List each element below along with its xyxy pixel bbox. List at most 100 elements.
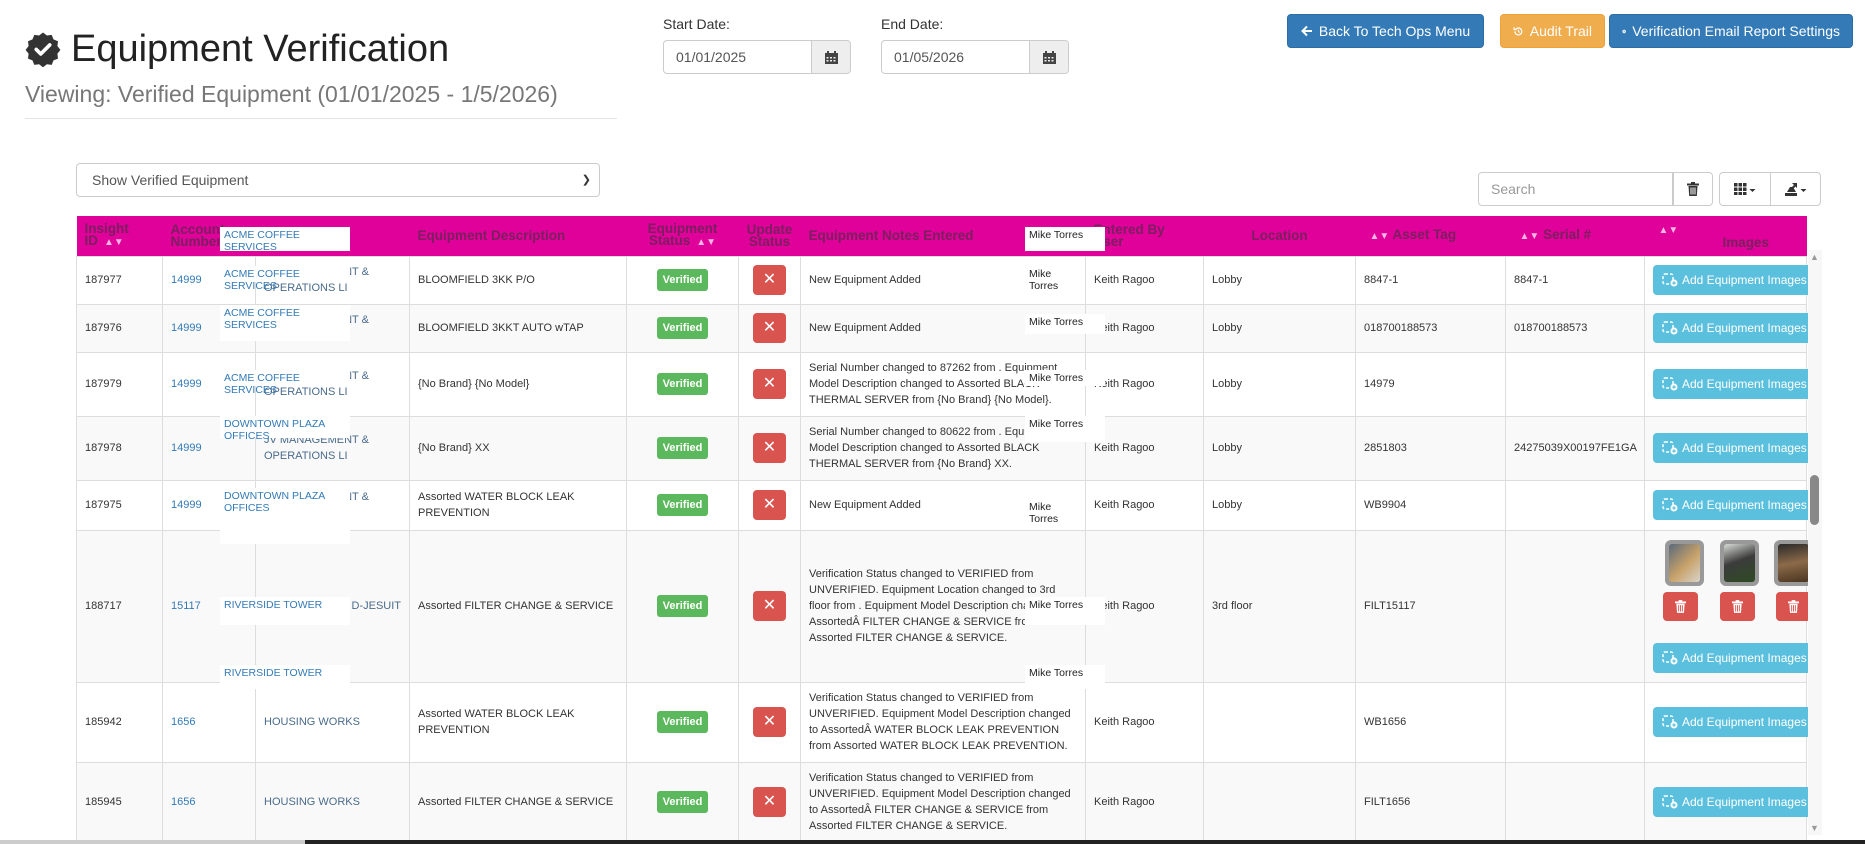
sort-icon[interactable]: ▲▼ bbox=[104, 236, 124, 248]
equipment-description: Assorted FILTER CHANGE & SERVICE bbox=[409, 761, 627, 843]
add-equipment-images-button[interactable]: Add Equipment Images bbox=[1653, 787, 1816, 817]
calendar-icon[interactable] bbox=[1029, 41, 1068, 73]
status-badge: Verified bbox=[656, 437, 709, 459]
account-number-link[interactable]: 14999 bbox=[171, 442, 202, 454]
serial-number bbox=[1505, 529, 1645, 683]
serial-number: 8847-1 bbox=[1505, 255, 1645, 305]
asset-tag: 2851803 bbox=[1355, 415, 1506, 481]
add-equipment-images-button[interactable]: Add Equipment Images bbox=[1653, 642, 1816, 673]
entered-by-user: Keith Ragoo bbox=[1085, 681, 1204, 763]
account-link[interactable]: HOUSING WORKS bbox=[264, 796, 360, 808]
unverify-button[interactable]: ✕ bbox=[753, 591, 786, 621]
add-equipment-images-button[interactable]: Add Equipment Images bbox=[1653, 490, 1816, 520]
account-overlay-label: DOWNTOWN PLAZA OFFICES bbox=[220, 488, 350, 544]
table-scrollbar[interactable]: ▲ ▼ bbox=[1808, 250, 1822, 835]
start-date-value[interactable]: 01/01/2025 bbox=[676, 49, 747, 65]
unverify-button[interactable]: ✕ bbox=[753, 433, 786, 463]
account-number-link[interactable]: 14999 bbox=[171, 499, 202, 511]
unverify-button[interactable]: ✕ bbox=[753, 369, 786, 399]
add-equipment-images-button[interactable]: Add Equipment Images bbox=[1653, 707, 1816, 737]
sort-icon[interactable]: ▲▼ bbox=[1519, 230, 1540, 242]
unverify-button[interactable]: ✕ bbox=[753, 265, 786, 295]
unverify-button[interactable]: ✕ bbox=[753, 707, 786, 737]
account-number-link[interactable]: 1656 bbox=[171, 796, 196, 808]
email-report-settings-button[interactable]: Verification Email Report Settings bbox=[1609, 14, 1853, 48]
audit-trail-button[interactable]: Audit Trail bbox=[1500, 14, 1605, 48]
account-link[interactable]: JV MANAGEMENT & OPERATIONS LI bbox=[264, 434, 369, 462]
chevron-down-icon: ❯ bbox=[581, 174, 591, 186]
insight-id: 187978 bbox=[76, 415, 163, 481]
account-overlay-label: RIVERSIDE TOWER bbox=[220, 597, 350, 625]
back-to-tech-ops-button[interactable]: Back To Tech Ops Menu bbox=[1287, 14, 1484, 48]
unverify-button[interactable]: ✕ bbox=[753, 787, 786, 817]
export-button[interactable] bbox=[1770, 172, 1821, 206]
page-title: Equipment Verification bbox=[25, 25, 617, 73]
history-icon bbox=[1513, 26, 1523, 36]
col-asset-tag[interactable]: ▲▼ Asset Tag bbox=[1355, 216, 1506, 256]
viewing-subtitle: Viewing: Verified Equipment (01/01/2025 … bbox=[25, 81, 558, 107]
end-date-input[interactable]: 01/05/2026 bbox=[881, 40, 1069, 74]
entered-by-user: Keith Ragoo bbox=[1085, 529, 1204, 683]
col-update-status: Update Status bbox=[738, 216, 801, 256]
sort-icon[interactable]: ▲▼ bbox=[1658, 224, 1679, 236]
asset-tag: 8847-1 bbox=[1355, 255, 1506, 305]
columns-toggle-button[interactable] bbox=[1719, 172, 1771, 206]
table-row: 188717 15117 D-JESUIT Assorted FILTER CH… bbox=[76, 529, 1816, 683]
col-serial[interactable]: ▲▼ Serial # bbox=[1505, 216, 1645, 256]
col-insight-id[interactable]: Insight ID ▲▼ bbox=[76, 216, 163, 256]
delete-image-button[interactable] bbox=[1776, 591, 1811, 621]
status-badge: Verified bbox=[656, 711, 709, 733]
account-number-link[interactable]: 14999 bbox=[171, 378, 202, 390]
account-overlay-label: ACME COFFEE SERVICES bbox=[220, 266, 350, 292]
account-number-link[interactable]: 14999 bbox=[171, 274, 202, 286]
add-equipment-images-button[interactable]: Add Equipment Images bbox=[1653, 369, 1816, 399]
col-equipment-description: Equipment Description bbox=[409, 216, 627, 256]
sort-icon[interactable]: ▲▼ bbox=[696, 236, 717, 248]
account-overlay-label: RIVERSIDE TOWER bbox=[220, 665, 350, 689]
page-header: Equipment Verification Viewing: Verified… bbox=[25, 25, 617, 119]
asset-tag: 14979 bbox=[1355, 351, 1506, 417]
scroll-up-arrow-icon[interactable]: ▲ bbox=[1810, 252, 1819, 262]
unverify-button[interactable]: ✕ bbox=[753, 313, 786, 343]
user-overlay-label: Mike Torres bbox=[1025, 665, 1105, 689]
equipment-image-thumbnail[interactable] bbox=[1719, 539, 1759, 586]
clear-search-button[interactable] bbox=[1673, 172, 1713, 206]
trash-icon bbox=[1731, 599, 1743, 613]
account-number-link[interactable]: 14999 bbox=[171, 322, 202, 334]
scrollbar-thumb[interactable] bbox=[1810, 475, 1819, 525]
col-location: Location bbox=[1203, 216, 1356, 256]
delete-image-button[interactable] bbox=[1719, 591, 1755, 621]
user-overlay-label: Mike Torres bbox=[1025, 314, 1105, 334]
search-input[interactable]: Search bbox=[1478, 172, 1673, 206]
account-link[interactable]: D-JESUIT bbox=[351, 600, 402, 612]
add-equipment-images-button[interactable]: Add Equipment Images bbox=[1653, 313, 1816, 343]
account-number-link[interactable]: 15117 bbox=[171, 600, 201, 612]
insight-id: 188717 bbox=[76, 529, 163, 683]
col-equipment-status[interactable]: Equipment Status ▲▼ bbox=[626, 216, 739, 256]
add-equipment-images-button[interactable]: Add Equipment Images bbox=[1653, 433, 1816, 463]
location: Lobby bbox=[1203, 479, 1356, 531]
equipment-image-thumbnail[interactable] bbox=[1665, 539, 1704, 586]
asset-tag: WB9904 bbox=[1355, 479, 1506, 531]
account-number-link[interactable]: 1656 bbox=[171, 716, 196, 728]
asset-tag: WB1656 bbox=[1355, 681, 1506, 763]
insight-id: 187975 bbox=[76, 479, 163, 531]
gear-icon bbox=[1622, 29, 1627, 33]
scroll-down-arrow-icon[interactable]: ▼ bbox=[1810, 823, 1819, 833]
account-link[interactable]: HOUSING WORKS bbox=[264, 716, 360, 728]
sort-icon[interactable]: ▲▼ bbox=[1369, 230, 1390, 242]
calendar-icon[interactable] bbox=[811, 41, 850, 73]
location: 3rd floor bbox=[1203, 529, 1356, 683]
add-equipment-images-button[interactable]: Add Equipment Images bbox=[1653, 265, 1816, 295]
equipment-filter-select[interactable]: Show Verified Equipment ❯ bbox=[76, 163, 600, 197]
image-add-icon bbox=[1662, 441, 1678, 455]
image-delete-buttons bbox=[1663, 591, 1811, 621]
equipment-image-thumbnail[interactable] bbox=[1774, 539, 1813, 586]
end-date-label: End Date: bbox=[881, 16, 944, 32]
trash-icon bbox=[1687, 182, 1699, 196]
end-date-value[interactable]: 01/05/2026 bbox=[894, 49, 965, 65]
start-date-input[interactable]: 01/01/2025 bbox=[663, 40, 851, 74]
account-overlay-label: ACME COFFEE SERVICES bbox=[220, 305, 350, 341]
delete-image-button[interactable] bbox=[1663, 591, 1698, 621]
unverify-button[interactable]: ✕ bbox=[753, 490, 786, 520]
